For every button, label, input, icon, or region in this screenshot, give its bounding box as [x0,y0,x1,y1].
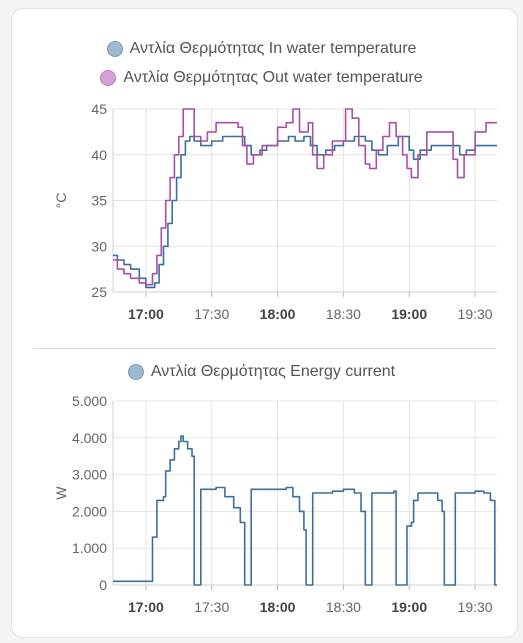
temp-y-tick-label: 30 [91,238,107,254]
energy-x-tick-label: 18:30 [326,599,361,615]
legend-swatch-in-water [106,41,123,57]
energy-x-tick-label: 17:00 [128,599,164,615]
temp-y-tick-label: 35 [91,193,107,209]
energy-y-tick-label: 0 [99,577,107,593]
temp-series-line-1[interactable] [113,108,497,286]
legend-label-in-water: Αντλία Θερμότητας In water temperature [129,40,417,57]
temp-x-tick-label: 18:30 [326,306,361,322]
temp-x-tick-label: 18:00 [260,306,296,322]
energy-y-tick-label: 1.000 [72,540,107,556]
legend-item-energy[interactable]: Αντλία Θερμότητας Energy current [127,363,396,381]
energy-series-line-0[interactable] [113,435,497,586]
energy-x-tick-label: 17:30 [194,599,229,615]
temp-y-tick-label: 25 [91,284,107,300]
legend-swatch-energy [127,364,144,380]
temperature-chart[interactable]: 25 30 35 40 45 17:00 17:30 18:00 18:30 19:00 19:30… [0,0,523,340]
chart-divider [33,348,496,349]
legend-row-energy: Αντλία Θερμότητας Energy current [0,363,523,385]
temp-x-tick-label: 19:30 [458,306,493,322]
temp-y-tick-label: 40 [91,147,107,163]
temp-x-tick-label: 17:30 [194,306,229,322]
legend-row-out: Αντλία Θερμότητας Out water temperature [0,69,523,91]
energy-x-tick-label: 18:00 [260,599,296,615]
energy-y-tick-label: 2.000 [72,503,107,519]
legend-item-in-water[interactable]: Αντλία Θερμότητας In water temperature [106,40,417,58]
energy-y-axis-title: W [53,486,69,500]
energy-x-tick-label: 19:30 [458,599,493,615]
history-card [11,8,518,638]
legend-swatch-out-water [100,70,117,86]
energy-y-tick-label: 5.000 [72,393,107,409]
legend-label-energy: Αντλία Θερμότητας Energy current [150,363,396,380]
energy-x-tick-label: 19:00 [391,599,427,615]
temp-x-tick-label: 19:00 [391,306,427,322]
legend-label-out-water: Αντλία Θερμότητας Out water temperature [123,69,423,86]
energy-y-tick-label: 4.000 [72,430,107,446]
temp-y-axis-title: °C [53,193,69,209]
temp-x-tick-label: 17:00 [128,306,164,322]
energy-y-tick-label: 3.000 [72,467,107,483]
legend-item-out-water[interactable]: Αντλία Θερμότητας Out water temperature [100,69,423,87]
temp-y-tick-label: 45 [91,101,107,117]
legend-row-in: Αντλία Θερμότητας In water temperature [0,40,523,62]
